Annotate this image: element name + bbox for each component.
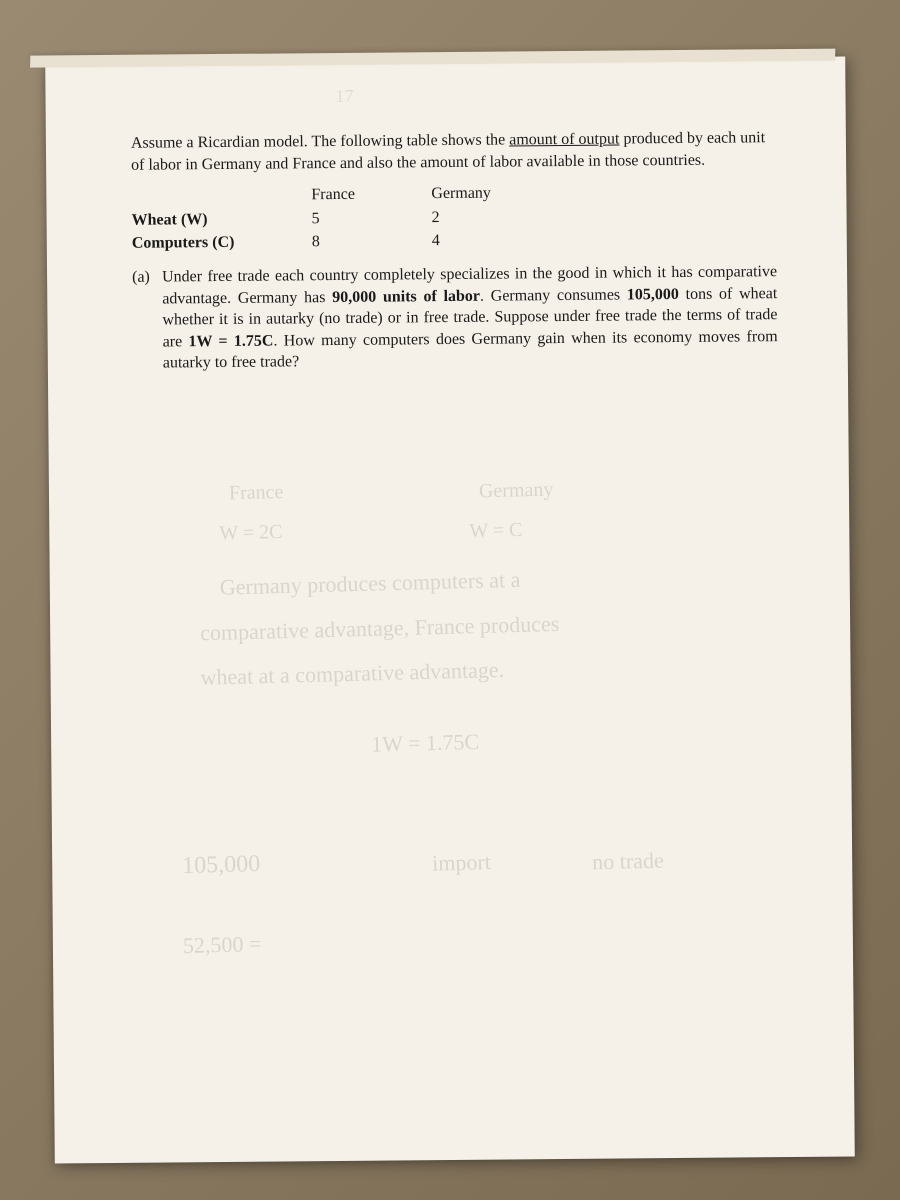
handwriting-germany: Germany <box>479 478 554 503</box>
question-label: (a) <box>132 266 163 374</box>
table-cell-computers-france: 8 <box>282 231 402 254</box>
handwriting-terms: 1W = 1.75C <box>371 729 480 758</box>
table-header-france: France <box>281 184 401 207</box>
q-bold-2: 105,000 <box>627 286 679 303</box>
table-row-wheat-label: Wheat (W) <box>131 208 281 231</box>
handwriting-france: France <box>229 481 284 505</box>
table-row-computers-label: Computers (C) <box>132 232 282 255</box>
question-a: (a) Under free trade each country comple… <box>132 261 778 375</box>
handwriting-number: 105,000 <box>182 851 261 880</box>
q-bold-1: 90,000 units of labor <box>332 287 480 305</box>
paper-sheet: 17 Assume a Ricardian model. The followi… <box>45 57 855 1164</box>
q-text-2: . Germany consumes <box>480 286 627 304</box>
handwriting-eq2: W = C <box>469 519 523 543</box>
handwriting-line2: comparative advantage, France produces <box>200 611 560 646</box>
handwriting-import: import <box>432 849 491 877</box>
handwriting-line3: wheat at a comparative advantage. <box>200 657 504 691</box>
table-cell-wheat-germany: 2 <box>401 206 521 229</box>
table-cell-computers-germany: 4 <box>402 230 522 253</box>
intro-text-1: Assume a Ricardian model. The following … <box>131 131 509 151</box>
document-content: Assume a Ricardian model. The following … <box>131 127 778 375</box>
intro-underlined: amount of output <box>509 131 619 149</box>
question-text: Under free trade each country completely… <box>162 261 778 374</box>
table-header-empty <box>131 185 281 208</box>
handwriting-notrade: no trade <box>592 848 664 876</box>
handwriting-eq1: W = 2C <box>219 521 283 546</box>
output-table: France Germany Wheat (W) 5 2 Computers (… <box>131 180 777 254</box>
handwriting-line1: Germany produces computers at a <box>219 567 520 601</box>
table-cell-wheat-france: 5 <box>281 207 401 230</box>
q-bold-3: 1W = 1.75C <box>188 332 273 350</box>
handwriting-calc: 52,500 = <box>183 931 262 959</box>
top-corner-mark: 17 <box>335 86 353 107</box>
table-header-germany: Germany <box>401 183 521 206</box>
intro-paragraph: Assume a Ricardian model. The following … <box>131 127 776 176</box>
